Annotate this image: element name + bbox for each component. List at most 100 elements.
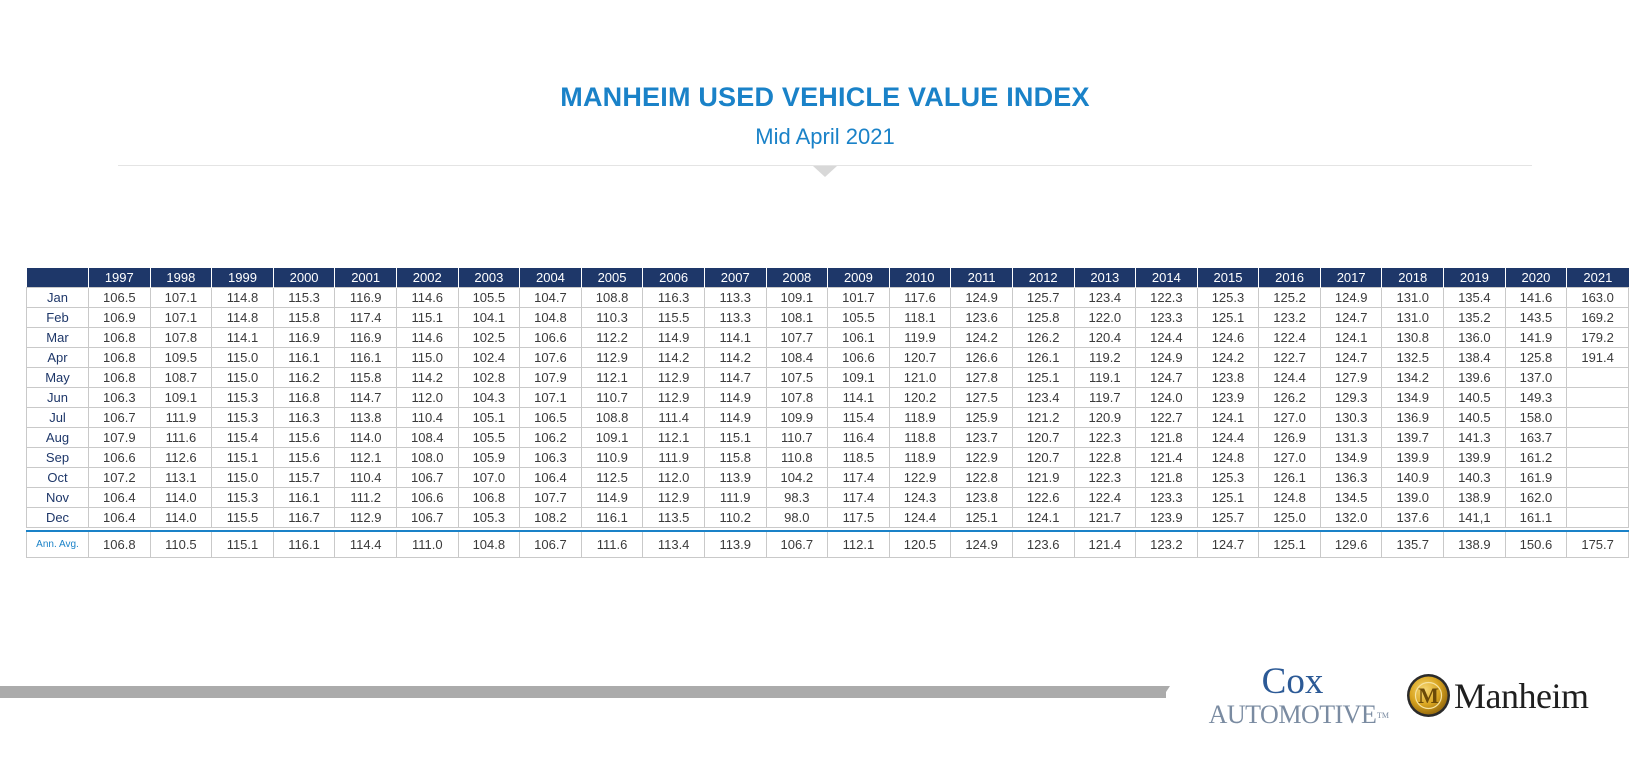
index-value-cell: 116.3 bbox=[642, 287, 705, 308]
index-value-cell: 125.1 bbox=[1196, 307, 1260, 328]
index-value-cell: 114.9 bbox=[703, 387, 767, 408]
index-value-cell: 141.3 bbox=[1443, 427, 1506, 448]
month-label: Mar bbox=[26, 327, 89, 348]
index-value-cell: 121.8 bbox=[1135, 427, 1198, 448]
index-value-cell: 116.2 bbox=[272, 367, 336, 388]
index-value-cell: 115.3 bbox=[211, 487, 274, 508]
index-value-cell: 125.3 bbox=[1196, 287, 1260, 308]
index-value-cell: 122.0 bbox=[1073, 307, 1137, 328]
index-value-cell: 117.4 bbox=[334, 307, 397, 328]
index-value-cell: 139.9 bbox=[1443, 447, 1506, 468]
table-row: Jan 106.5 107.1 114.8 115.3 116.9 114.6 105.5 10… bbox=[26, 287, 1629, 308]
index-value-cell: 140.5 bbox=[1443, 387, 1506, 408]
index-value-cell: 127.0 bbox=[1258, 447, 1321, 468]
index-value-cell: 126.2 bbox=[1258, 387, 1321, 408]
index-value-cell: 125.8 bbox=[1504, 347, 1568, 368]
index-value-cell: 124.9 bbox=[950, 287, 1013, 308]
index-value-cell: 124.7 bbox=[1319, 307, 1383, 328]
cox-logo-word: Cox bbox=[1261, 661, 1324, 702]
index-value-cell: 122.9 bbox=[888, 467, 952, 488]
table-row: Jun 106.3 109.1 115.3 116.8 114.7 112.0 104.3 10… bbox=[26, 387, 1629, 408]
year-header: 1997 bbox=[88, 268, 151, 288]
cox-automotive-logo: Cox Automotive TM bbox=[1205, 661, 1389, 729]
index-value-cell: 106.8 bbox=[88, 327, 151, 348]
year-header: 2011 bbox=[950, 268, 1013, 288]
index-value-cell: 122.3 bbox=[1135, 287, 1198, 308]
index-value-cell: 109.5 bbox=[149, 347, 213, 368]
index-value-cell: 110.3 bbox=[580, 307, 644, 328]
index-value-cell: 130.8 bbox=[1381, 327, 1445, 348]
manheim-logo: M Manheim bbox=[1406, 673, 1596, 719]
year-header: 2002 bbox=[395, 268, 459, 288]
index-value-cell: 122.4 bbox=[1258, 327, 1321, 348]
index-value-cell: 124.7 bbox=[1135, 367, 1198, 388]
index-value-cell: 115.1 bbox=[703, 427, 767, 448]
page-subtitle: Mid April 2021 bbox=[755, 124, 895, 149]
index-value-cell: 114.9 bbox=[642, 327, 705, 348]
index-value-cell: 124.4 bbox=[1258, 367, 1321, 388]
index-value-cell: 115.0 bbox=[211, 367, 274, 388]
month-label: Jun bbox=[26, 387, 89, 408]
month-label: Nov bbox=[26, 487, 89, 508]
month-label: Sep bbox=[26, 447, 89, 468]
index-value-cell: 123.3 bbox=[1135, 307, 1198, 328]
index-value-cell: 107.1 bbox=[519, 387, 582, 408]
index-table-container: 1997 1998 1999 2000 2001 2002 2003 2004 2005 2006… bbox=[26, 268, 1629, 558]
index-value-cell: 113.5 bbox=[642, 507, 705, 528]
index-value-cell: 107.8 bbox=[765, 387, 829, 408]
index-value-cell: 110.4 bbox=[334, 467, 397, 488]
index-value-cell: 179.2 bbox=[1566, 327, 1629, 348]
index-value-cell: 102.5 bbox=[457, 327, 521, 348]
footer-bar-tip bbox=[1162, 686, 1170, 698]
index-value-cell: 109.9 bbox=[765, 407, 829, 428]
index-value-cell: 102.8 bbox=[457, 367, 521, 388]
index-value-cell: 122.7 bbox=[1258, 347, 1321, 368]
year-header: 2012 bbox=[1011, 268, 1074, 288]
index-value-cell: 107.1 bbox=[149, 287, 213, 308]
index-value-cell: 124.4 bbox=[1135, 327, 1198, 348]
index-value-cell: 124.8 bbox=[1196, 447, 1260, 468]
index-value-cell: 124.7 bbox=[1319, 347, 1383, 368]
index-value-cell: 114.2 bbox=[395, 367, 459, 388]
index-value-cell: 125.7 bbox=[1196, 507, 1260, 528]
index-value-cell: 112.9 bbox=[642, 387, 705, 408]
year-header: 2008 bbox=[765, 268, 828, 288]
annual-average-cell: 110.5 bbox=[149, 530, 213, 558]
index-value-cell: 163.0 bbox=[1566, 287, 1629, 308]
index-value-cell: 140.3 bbox=[1443, 467, 1506, 488]
year-header: 2018 bbox=[1381, 268, 1444, 288]
annual-average-cell: 115.1 bbox=[211, 530, 274, 558]
annual-average-cell: 106.7 bbox=[519, 530, 582, 558]
index-value-cell: 106.2 bbox=[519, 427, 582, 448]
index-value-cell: 106.5 bbox=[519, 407, 582, 428]
annual-average-cell: 112.1 bbox=[827, 530, 890, 558]
index-value-cell: 141.9 bbox=[1504, 327, 1568, 348]
index-value-cell bbox=[1566, 467, 1629, 488]
year-header: 2001 bbox=[334, 268, 397, 288]
annual-average-cell: 113.9 bbox=[703, 530, 767, 558]
month-label: Apr bbox=[26, 347, 89, 368]
index-value-cell bbox=[1566, 407, 1629, 428]
index-value-cell: 115.8 bbox=[272, 307, 336, 328]
index-value-cell: 115.8 bbox=[334, 367, 397, 388]
index-value-cell: 114.0 bbox=[334, 427, 397, 448]
index-value-cell: 123.7 bbox=[950, 427, 1013, 448]
index-value-cell: 124.2 bbox=[1196, 347, 1260, 368]
month-label: Aug bbox=[26, 427, 89, 448]
index-value-cell: 102.4 bbox=[457, 347, 521, 368]
index-value-cell: 119.2 bbox=[1073, 347, 1137, 368]
year-header: 2006 bbox=[642, 268, 705, 288]
year-header: 2020 bbox=[1504, 268, 1567, 288]
index-value-cell: 137.6 bbox=[1381, 507, 1445, 528]
index-value-cell: 106.1 bbox=[827, 327, 890, 348]
index-value-cell: 134.2 bbox=[1381, 367, 1445, 388]
index-value-cell: 129.3 bbox=[1319, 387, 1383, 408]
index-value-cell: 123.2 bbox=[1258, 307, 1321, 328]
index-value-cell: 124.1 bbox=[1319, 327, 1383, 348]
index-value-cell: 114.8 bbox=[211, 287, 274, 308]
index-value-cell: 107.7 bbox=[519, 487, 582, 508]
index-value-cell: 125.9 bbox=[950, 407, 1013, 428]
index-value-cell: 118.5 bbox=[827, 447, 890, 468]
index-value-cell: 135.4 bbox=[1443, 287, 1506, 308]
index-value-cell: 125.8 bbox=[1011, 307, 1075, 328]
